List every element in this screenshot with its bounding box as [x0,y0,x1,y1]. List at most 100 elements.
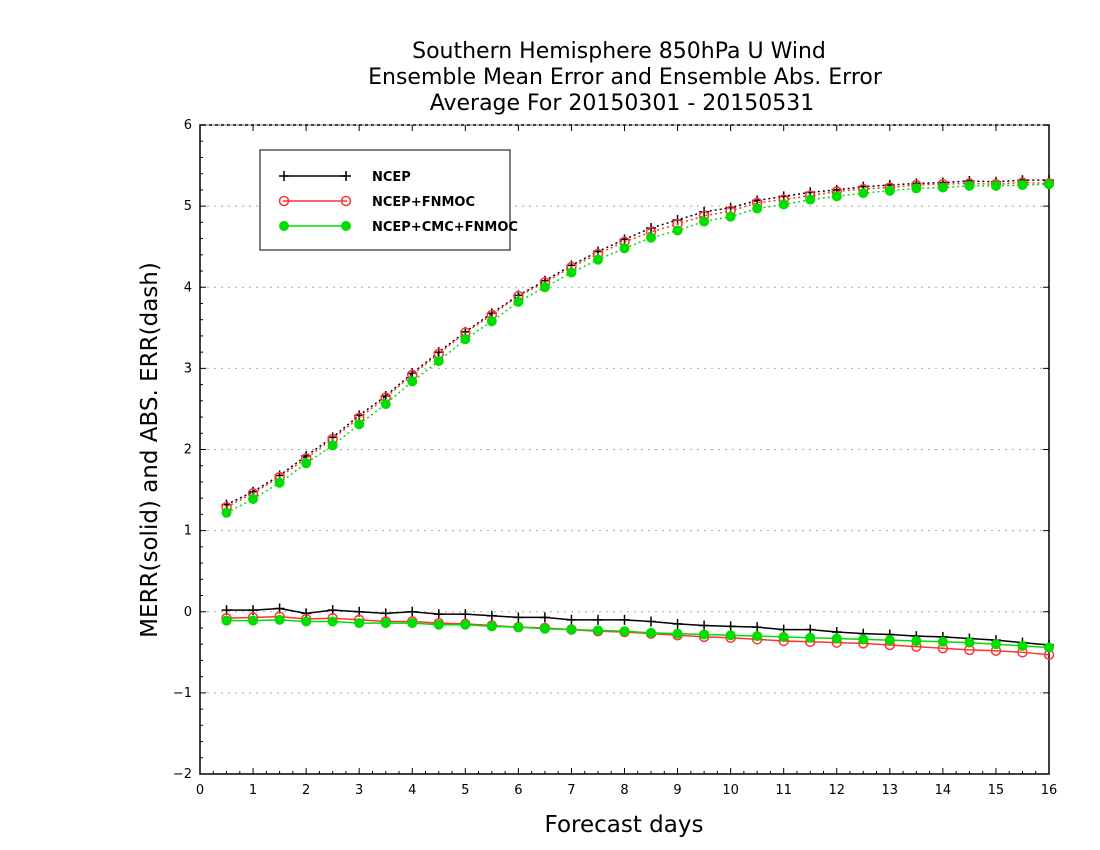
legend-items: NCEP NCEP+FNMOC NCEP+CMC+FNMOC [278,170,518,235]
merr-point-ncep-cmc-fnmoc [646,627,657,638]
merr-point-ncep-cmc-fnmoc [1044,642,1054,653]
y-tick-label: 5 [184,199,192,214]
abs-err-line-ncep-cmc-fnmoc [226,183,1050,514]
x-tick-label: 7 [567,783,575,798]
abs-err-point-ncep-cmc-fnmoc [858,188,869,199]
legend-marker [278,195,290,207]
merr-point-ncep-cmc-fnmoc [513,622,524,633]
legend-box [259,149,511,251]
merr-point-ncep-cmc-fnmoc [831,633,842,644]
merr-point-ncep-cmc-fnmoc [805,632,816,643]
merr-point-ncep-cmc-fnmoc [539,623,550,634]
abs-err-point-ncep-cmc-fnmoc [672,225,683,236]
y-tick-label: 0 [184,605,192,620]
y-axis-title: MERR(solid) and ABS. ERR(dash) [137,262,163,638]
merr-point-ncep-cmc-fnmoc [354,618,365,629]
merr-point-ncep-cmc-fnmoc [778,631,789,642]
merr-point-ncep-cmc-fnmoc [911,635,922,646]
x-tick-label: 11 [775,783,792,798]
legend-item-ncep-cmc-fnmoc: NCEP+CMC+FNMOC [279,220,518,235]
merr-point-ncep-cmc-fnmoc [566,624,577,635]
merr-point-ncep-cmc-fnmoc [619,626,630,637]
merr-point-ncep-cmc-fnmoc [248,615,259,626]
merr-point-ncep-cmc-fnmoc [725,630,736,641]
abs-err-point-ncep-cmc-fnmoc [619,243,630,254]
legend-label: NCEP+CMC+FNMOC [372,220,518,235]
merr-point-ncep-cmc-fnmoc [380,618,391,629]
merr-point-ncep-cmc-fnmoc [858,634,869,645]
abs-err-point-ncep-cmc-fnmoc [752,203,763,214]
x-tick-label: 12 [828,783,845,798]
abs-err-point-ncep-cmc-fnmoc [937,182,948,193]
abs-err-point-ncep-cmc-fnmoc [539,282,550,293]
chart-title-line-2: Ensemble Mean Error and Ensemble Abs. Er… [368,65,883,90]
x-tick-label: 5 [461,783,469,798]
y-tick-label: 6 [184,118,192,133]
y-tick-label: 2 [184,443,192,458]
abs-err-point-ncep-cmc-fnmoc [699,216,710,227]
merr-point-ncep-cmc-fnmoc [937,636,948,647]
legend-label: NCEP+FNMOC [372,195,475,210]
merr-point-ncep-cmc-fnmoc [327,616,338,627]
abs-err-point-ncep-cmc-fnmoc [513,296,524,307]
abs-err-point-ncep-cmc-fnmoc [566,267,577,278]
merr-point-ncep-cmc-fnmoc [1017,640,1028,651]
merr-point-ncep-cmc-fnmoc [460,619,471,630]
abs-err-point-ncep-cmc-fnmoc [1017,180,1028,191]
y-tick-label: −1 [173,686,192,701]
abs-err-point-ncep-cmc-fnmoc [460,334,471,345]
merr-point-ncep-cmc-fnmoc [752,631,763,642]
merr-point-ncep-cmc-fnmoc [884,635,895,646]
abs-err-point-ncep-cmc-fnmoc [354,419,365,430]
abs-err-point-ncep-cmc-fnmoc [221,507,232,518]
series-ncep-cmc-fnmoc [221,179,1054,653]
x-tick-label: 16 [1041,783,1058,798]
merr-point-ncep-cmc-fnmoc [433,619,444,630]
abs-err-point-ncep-cmc-fnmoc [274,477,285,488]
chart-title-line-3: Average For 20150301 - 20150531 [430,91,815,116]
merr-point-ncep-cmc-fnmoc [407,618,418,629]
merr-point-ncep-cmc-fnmoc [592,625,603,636]
abs-err-point-ncep-cmc-fnmoc [884,185,895,196]
abs-err-point-ncep-cmc-fnmoc [778,199,789,210]
y-tick-label: 4 [184,280,192,295]
x-tick-label: 0 [196,783,204,798]
merr-point-ncep-cmc-fnmoc [274,614,285,625]
x-tick-label: 2 [302,783,310,798]
y-tick-label: 1 [184,524,192,539]
legend-marker [341,221,351,231]
legend-marker [279,221,289,231]
abs-err-point-ncep-cmc-fnmoc [831,191,842,202]
abs-err-line-ncep-fnmoc [226,181,1050,508]
merr-point-ncep-cmc-fnmoc [990,639,1001,650]
x-tick-label: 1 [249,783,257,798]
abs-err-point-ncep-cmc-fnmoc [301,458,312,469]
abs-err-point-ncep-cmc-fnmoc [964,180,975,191]
merr-point-ncep-cmc-fnmoc [221,615,232,626]
x-tick-label: 10 [722,783,739,798]
y-tick-label: −2 [173,767,192,782]
merr-point-ncep-cmc-fnmoc [672,628,683,639]
abs-err-point-ncep-cmc-fnmoc [407,376,418,387]
legend-item-ncep-fnmoc: NCEP+FNMOC [278,195,475,210]
x-tick-label: 3 [355,783,363,798]
legend-label: NCEP [372,170,411,185]
abs-err-point-ncep-cmc-fnmoc [592,254,603,265]
legend-item-ncep: NCEP [279,170,411,185]
abs-err-line-ncep [226,179,1049,506]
x-tick-label: 4 [408,783,416,798]
x-tick-label: 8 [620,783,628,798]
abs-err-point-ncep-cmc-fnmoc [380,399,391,410]
abs-err-point-ncep-cmc-fnmoc [248,493,259,504]
x-tick-label: 9 [673,783,681,798]
x-axis-title: Forecast days [545,812,704,838]
abs-err-point-ncep-cmc-fnmoc [327,440,338,451]
abs-err-point-ncep-cmc-fnmoc [911,183,922,194]
legend: NCEP NCEP+FNMOC NCEP+CMC+FNMOC [259,149,518,251]
merr-point-ncep-cmc-fnmoc [486,621,497,632]
merr-line-ncep-cmc-fnmoc [226,619,1050,649]
abs-err-point-ncep-cmc-fnmoc [990,180,1001,191]
x-tick-label: 14 [935,783,952,798]
y-tick-label: 3 [184,361,192,376]
